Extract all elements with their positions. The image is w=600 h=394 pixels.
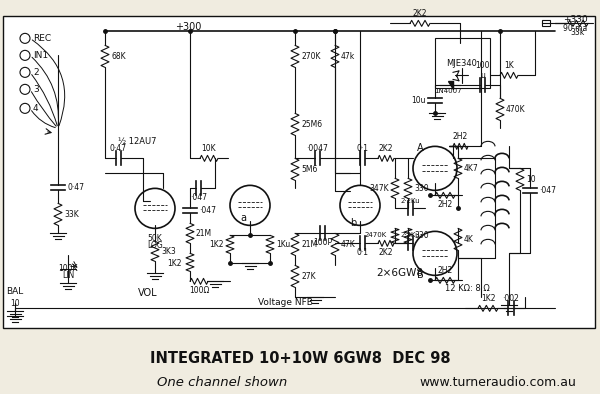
Text: INTEGRATED 10+10W 6GW8  DEC 98: INTEGRATED 10+10W 6GW8 DEC 98: [149, 351, 451, 366]
Text: 2·2Ku: 2·2Ku: [400, 198, 420, 204]
Text: b: b: [350, 218, 356, 229]
Text: 2K2: 2K2: [379, 144, 393, 153]
Text: 4: 4: [33, 104, 38, 113]
Text: 330: 330: [414, 231, 428, 240]
Text: 3K3: 3K3: [161, 247, 176, 256]
Text: IN1: IN1: [33, 51, 48, 60]
Bar: [435, 38, 490, 88]
Text: 2K2: 2K2: [413, 9, 427, 19]
Text: 2H2: 2H2: [437, 266, 452, 275]
Text: One channel shown: One channel shown: [157, 377, 287, 389]
Text: 100K: 100K: [58, 264, 78, 273]
Text: ·047: ·047: [190, 193, 207, 203]
Text: +330: +330: [563, 15, 587, 24]
Text: 0·1: 0·1: [356, 248, 368, 257]
Text: ·0047: ·0047: [307, 144, 328, 153]
Text: REC: REC: [33, 34, 51, 43]
Text: 2H2: 2H2: [437, 201, 452, 209]
Text: 2H2: 2H2: [453, 132, 468, 141]
Text: 10: 10: [526, 175, 536, 184]
Text: 347K: 347K: [370, 184, 389, 193]
Text: +300: +300: [175, 22, 202, 32]
Text: 2×6GW8: 2×6GW8: [377, 268, 424, 278]
Text: ·002: ·002: [503, 294, 520, 303]
Text: 100
u: 100 u: [475, 61, 490, 80]
Text: 1N4007: 1N4007: [434, 88, 462, 94]
Text: 0·47: 0·47: [67, 183, 84, 192]
Text: 12 KΩ: 8 Ω: 12 KΩ: 8 Ω: [445, 284, 490, 293]
Text: 1Ku: 1Ku: [276, 240, 290, 249]
Text: 3: 3: [33, 85, 39, 94]
Text: 10u: 10u: [412, 97, 426, 105]
Polygon shape: [448, 81, 453, 89]
Text: BAL: BAL: [7, 287, 23, 296]
Text: 100P: 100P: [313, 238, 332, 247]
Text: 2: 2: [33, 68, 38, 77]
Text: 1K2: 1K2: [167, 259, 182, 268]
Text: 68K: 68K: [111, 52, 125, 61]
Text: a: a: [240, 214, 246, 223]
Text: 5M6: 5M6: [301, 165, 317, 174]
Text: 100Ω: 100Ω: [189, 286, 209, 296]
Text: 2K2: 2K2: [379, 248, 393, 257]
Text: A: A: [416, 143, 424, 153]
Text: LOG: LOG: [147, 241, 163, 250]
Text: 0·47: 0·47: [110, 144, 127, 153]
Text: 21M: 21M: [301, 240, 317, 249]
Text: 33k: 33k: [571, 28, 585, 37]
Text: ½ 12AU7: ½ 12AU7: [118, 137, 157, 146]
Text: 0·1: 0·1: [356, 144, 368, 153]
Text: 50K: 50K: [148, 234, 163, 243]
Text: LIN: LIN: [62, 271, 74, 280]
Text: 470K: 470K: [506, 105, 526, 114]
Text: 4K7: 4K7: [464, 164, 479, 173]
Text: 47k: 47k: [341, 52, 355, 61]
Text: 4K: 4K: [464, 235, 474, 244]
Text: 25M6: 25M6: [301, 120, 322, 129]
Text: ·047: ·047: [539, 186, 556, 195]
Text: 21M: 21M: [196, 229, 212, 238]
Text: 10K: 10K: [202, 144, 217, 153]
Text: 2·2Ku: 2·2Ku: [400, 232, 420, 238]
Text: B: B: [416, 270, 424, 281]
Text: 270K: 270K: [301, 52, 320, 61]
Text: Voltage NFB: Voltage NFB: [257, 298, 313, 307]
Text: 2470K: 2470K: [365, 232, 387, 238]
Text: 47K: 47K: [341, 240, 356, 249]
Text: 33K: 33K: [64, 210, 79, 219]
Text: MJE340: MJE340: [446, 59, 478, 68]
Text: 27K: 27K: [301, 272, 316, 281]
Bar: [542, 20, 550, 26]
Text: 330: 330: [414, 184, 428, 193]
Text: ·047: ·047: [199, 206, 216, 216]
Text: 10: 10: [10, 299, 20, 308]
Text: VOL: VOL: [138, 288, 158, 298]
Text: www.turneraudio.com.au: www.turneraudio.com.au: [419, 377, 577, 389]
Text: 1K2: 1K2: [209, 240, 224, 249]
Text: 1K2: 1K2: [481, 294, 495, 303]
Text: 90 ma: 90 ma: [563, 24, 587, 33]
Text: 1K: 1K: [504, 61, 514, 71]
